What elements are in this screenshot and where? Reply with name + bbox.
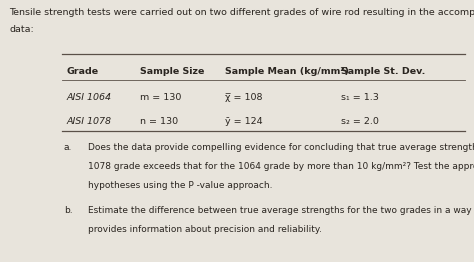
- Text: n = 130: n = 130: [140, 117, 178, 125]
- Text: Sample St. Dev.: Sample St. Dev.: [341, 67, 426, 76]
- Text: provides information about precision and reliability.: provides information about precision and…: [88, 225, 321, 234]
- Text: Sample Mean (kg/mm²): Sample Mean (kg/mm²): [225, 67, 349, 76]
- Text: AISI 1078: AISI 1078: [66, 117, 111, 125]
- Text: Grade: Grade: [66, 67, 99, 76]
- Text: s₂ = 2.0: s₂ = 2.0: [341, 117, 379, 125]
- Text: Estimate the difference between true average strengths for the two grades in a w: Estimate the difference between true ave…: [88, 206, 474, 215]
- Text: ȳ = 124: ȳ = 124: [225, 117, 263, 125]
- Text: χ̅ = 108: χ̅ = 108: [225, 93, 263, 102]
- Text: Does the data provide compelling evidence for concluding that true average stren: Does the data provide compelling evidenc…: [88, 143, 474, 152]
- Text: Sample Size: Sample Size: [140, 67, 204, 76]
- Text: s₁ = 1.3: s₁ = 1.3: [341, 93, 379, 102]
- Text: b.: b.: [64, 206, 73, 215]
- Text: 1078 grade exceeds that for the 1064 grade by more than 10 kg/mm²? Test the appr: 1078 grade exceeds that for the 1064 gra…: [88, 162, 474, 171]
- Text: data:: data:: [9, 25, 34, 34]
- Text: Tensile strength tests were carried out on two different grades of wire rod resu: Tensile strength tests were carried out …: [9, 8, 474, 17]
- Text: m = 130: m = 130: [140, 93, 181, 102]
- Text: hypotheses using the P -value approach.: hypotheses using the P -value approach.: [88, 181, 272, 189]
- Text: a.: a.: [64, 143, 73, 152]
- Text: AISI 1064: AISI 1064: [66, 93, 111, 102]
